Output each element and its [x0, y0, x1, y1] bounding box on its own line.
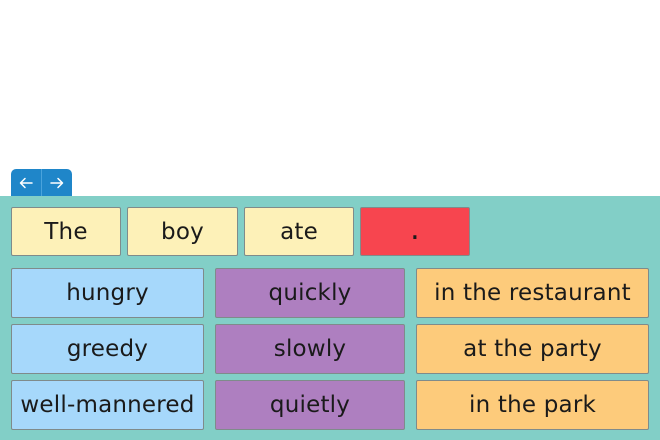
arrow-left-icon — [19, 177, 33, 189]
forward-button[interactable] — [42, 169, 72, 196]
word-card-adjective[interactable]: well-mannered — [11, 380, 204, 430]
word-card-adverb[interactable]: slowly — [215, 324, 405, 374]
word-card-adverb[interactable]: quickly — [215, 268, 405, 318]
arrow-right-icon — [50, 177, 64, 189]
sentence-word-boy[interactable]: boy — [127, 207, 238, 256]
word-card-place[interactable]: at the party — [416, 324, 649, 374]
word-card-place[interactable]: in the park — [416, 380, 649, 430]
sentence-punctuation-full-stop[interactable]: . — [360, 207, 470, 256]
word-card-adjective[interactable]: greedy — [11, 324, 204, 374]
word-card-adjective[interactable]: hungry — [11, 268, 204, 318]
back-button[interactable] — [11, 169, 41, 196]
word-card-adverb[interactable]: quietly — [215, 380, 405, 430]
word-card-place[interactable]: in the restaurant — [416, 268, 649, 318]
navigation-tab — [11, 169, 72, 196]
nav-divider — [41, 169, 42, 196]
sentence-word-the[interactable]: The — [11, 207, 121, 256]
sentence-word-ate[interactable]: ate — [244, 207, 354, 256]
